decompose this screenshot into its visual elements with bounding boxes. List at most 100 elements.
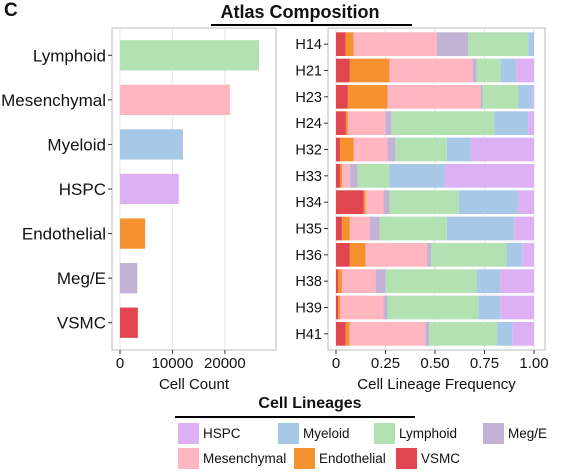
segment-h24-meg-e xyxy=(385,111,392,136)
sample-label-h35: H35 xyxy=(295,222,322,238)
sample-label-h39: H39 xyxy=(295,301,322,317)
segment-h34-vsmc xyxy=(336,190,364,215)
legend-item-mesenchymal: Mesenchymal xyxy=(178,448,286,469)
segment-h32-vsmc xyxy=(336,137,340,162)
bar-myeloid xyxy=(120,129,183,160)
segment-h41-endothelial xyxy=(345,321,350,346)
segment-h23-mesenchymal xyxy=(387,84,481,109)
segment-h24-endothelial xyxy=(345,111,348,136)
panel-2-x-axis-label: Cell Lineage Frequency xyxy=(357,376,516,393)
category-label-lymphoid: Lymphoid xyxy=(33,46,106,65)
category-label-myeloid: Myeloid xyxy=(47,135,106,154)
chart-title: Atlas Composition xyxy=(220,2,380,22)
segment-h35-hspc xyxy=(514,216,534,241)
segment-h39-mesenchymal xyxy=(339,295,384,320)
sample-label-h38: H38 xyxy=(295,274,322,290)
legend-label-meg-e: Meg/E xyxy=(508,426,548,441)
segment-h14-lymphoid xyxy=(468,32,529,57)
segment-h35-myeloid xyxy=(446,216,515,241)
legend-title: Cell Lineages xyxy=(258,395,362,412)
segment-h36-myeloid xyxy=(506,242,523,267)
segment-h33-myeloid xyxy=(389,163,445,188)
segment-h34-myeloid xyxy=(458,190,519,215)
sample-label-h33: H33 xyxy=(295,169,322,185)
segment-h23-vsmc xyxy=(336,84,348,109)
panel-2-tick-label: 0 xyxy=(332,355,340,372)
segment-h21-lymphoid xyxy=(476,58,501,83)
segment-h32-endothelial xyxy=(339,137,354,162)
segment-h33-vsmc xyxy=(336,163,340,188)
segment-h39-meg-e xyxy=(383,295,388,320)
category-label-vsmc: VSMC xyxy=(57,314,106,333)
segment-h33-hspc xyxy=(444,163,534,188)
panel-label: C xyxy=(4,0,18,21)
segment-h36-meg-e xyxy=(427,242,432,267)
segment-h36-vsmc xyxy=(336,242,350,267)
legend-label-myeloid: Myeloid xyxy=(303,426,350,441)
legend-label-hspc: HSPC xyxy=(203,426,241,441)
segment-h41-mesenchymal xyxy=(349,321,426,346)
segment-h36-hspc xyxy=(522,242,534,267)
segment-h24-lymphoid xyxy=(391,111,495,136)
legend-label-endothelial: Endothelial xyxy=(319,451,386,466)
segment-h32-myeloid xyxy=(446,137,471,162)
panel-2-tick-label: 0.50 xyxy=(420,355,449,372)
segment-h39-vsmc xyxy=(336,295,338,320)
segment-h35-lymphoid xyxy=(379,216,447,241)
segment-h33-mesenchymal xyxy=(341,163,350,188)
segment-h21-mesenchymal xyxy=(389,58,473,83)
segment-h24-hspc xyxy=(528,111,534,136)
sample-label-h41: H41 xyxy=(295,327,322,343)
segment-h39-lymphoid xyxy=(387,295,479,320)
legend-swatch-lymphoid xyxy=(374,423,395,444)
segment-h23-myeloid xyxy=(518,84,533,109)
panel-2-tick-label: 0.75 xyxy=(470,355,499,372)
category-label-hspc: HSPC xyxy=(59,180,106,199)
segment-h39-hspc xyxy=(500,295,534,320)
segment-h41-lymphoid xyxy=(429,321,498,346)
segment-h14-myeloid xyxy=(528,32,534,57)
sample-label-h21: H21 xyxy=(295,64,322,80)
segment-h14-vsmc xyxy=(336,32,346,57)
segment-h39-myeloid xyxy=(478,295,501,320)
sample-label-h36: H36 xyxy=(295,248,322,264)
category-label-endothelial: Endothelial xyxy=(22,225,106,244)
segment-h14-endothelial xyxy=(345,32,354,57)
segment-h14-meg-e xyxy=(436,32,468,57)
segment-h38-mesenchymal xyxy=(341,269,376,294)
segment-h38-vsmc xyxy=(336,269,338,294)
panel-2-tick-label: 1.00 xyxy=(519,355,548,372)
segment-h23-endothelial xyxy=(347,84,388,109)
sample-label-h32: H32 xyxy=(295,143,322,159)
segment-h38-meg-e xyxy=(375,269,386,294)
segment-h23-meg-e xyxy=(480,84,483,109)
legend-underline xyxy=(175,416,415,418)
sample-label-h14: H14 xyxy=(295,37,322,53)
legend-item-myeloid: Myeloid xyxy=(278,423,350,444)
segment-h23-lymphoid xyxy=(482,84,519,109)
segment-h32-meg-e xyxy=(387,137,396,162)
segment-h32-lymphoid xyxy=(395,137,447,162)
segment-h34-hspc xyxy=(518,190,534,215)
legend-item-hspc: HSPC xyxy=(178,423,241,444)
segment-h38-myeloid xyxy=(476,269,501,294)
legend-swatch-vsmc xyxy=(396,448,417,469)
segment-h21-vsmc xyxy=(336,58,350,83)
segment-h36-lymphoid xyxy=(431,242,507,267)
segment-h33-meg-e xyxy=(349,163,358,188)
sample-label-h24: H24 xyxy=(295,116,322,132)
segment-h41-myeloid xyxy=(497,321,513,346)
segment-h35-vsmc xyxy=(336,216,342,241)
legend-swatch-endothelial xyxy=(294,448,315,469)
segment-h41-hspc xyxy=(512,321,534,346)
panel-1-x-axis-label: Cell Count xyxy=(159,376,230,393)
segment-h41-vsmc xyxy=(336,321,346,346)
segment-h39-endothelial xyxy=(337,295,340,320)
panel-2-tick-label: 0.25 xyxy=(371,355,400,372)
segment-h21-hspc xyxy=(516,58,534,83)
segment-h33-lymphoid xyxy=(357,163,390,188)
segment-h38-hspc xyxy=(500,269,534,294)
segment-h32-hspc xyxy=(470,137,534,162)
segment-h35-mesenchymal xyxy=(349,216,370,241)
